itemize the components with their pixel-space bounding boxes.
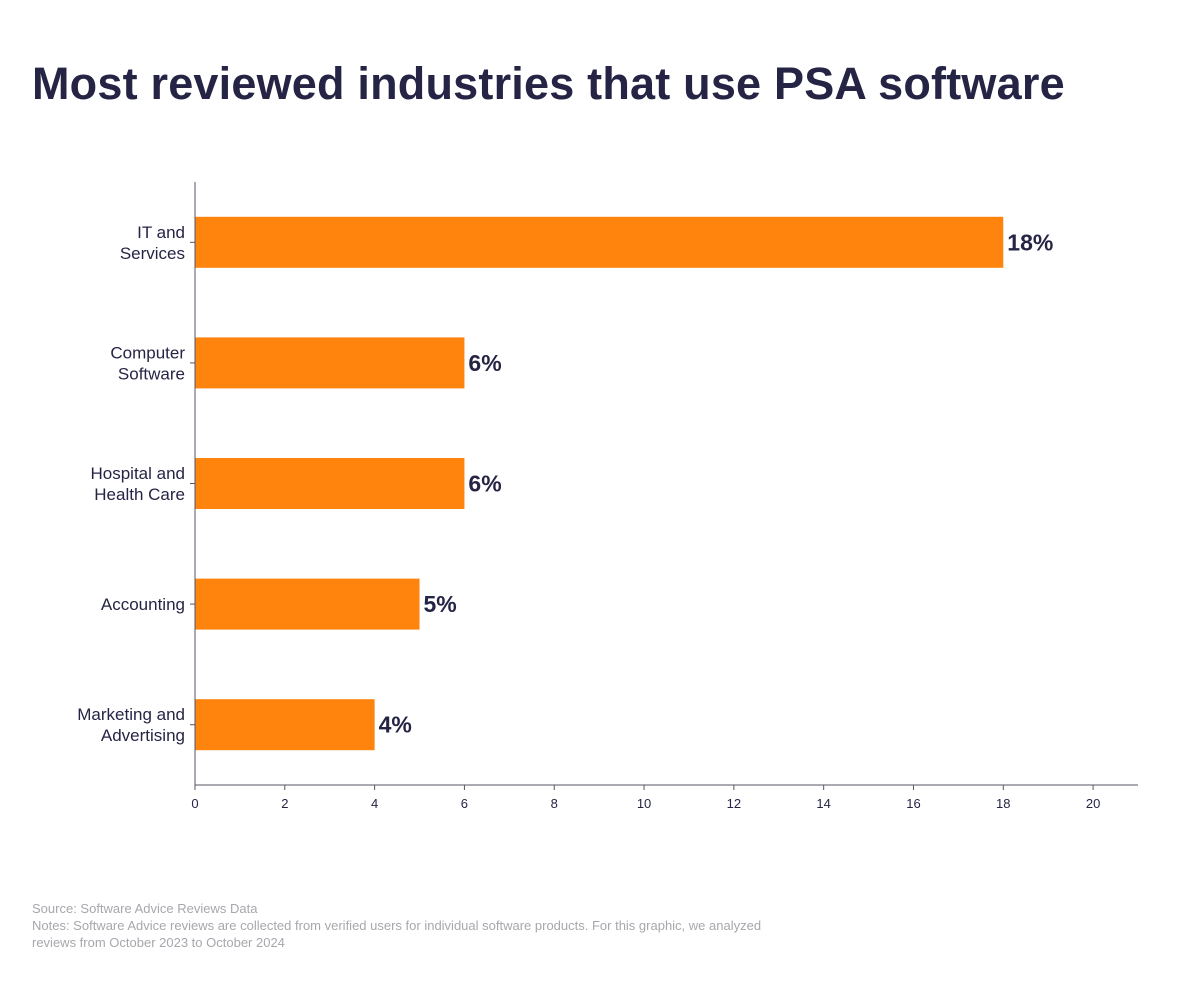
category-label: Accounting [101,595,185,614]
chart-footer: Source: Software Advice Reviews Data Not… [32,900,852,951]
source-note: Source: Software Advice Reviews Data [32,901,258,916]
labels-layer: 18% IT and Services 6% Computer Software 6% Hos… [77,223,1100,811]
x-tick-label: 18 [996,796,1010,811]
bar [195,699,375,751]
bar [195,458,465,509]
bar [195,216,1004,268]
notes-line-1: Notes: Software Advice reviews are colle… [32,918,762,933]
data-label: 5% [424,591,457,617]
category-label: Marketing and Advertising [77,705,185,745]
x-tick-label: 16 [906,796,920,811]
x-tick-label: 4 [371,796,378,811]
data-label: 4% [379,712,412,738]
bar [195,578,420,630]
x-tick-label: 12 [727,796,741,811]
data-label: 6% [468,350,501,376]
x-tick-label: 2 [281,796,288,811]
category-label: IT and Services [120,223,185,263]
x-tick-label: 10 [637,796,651,811]
data-label: 6% [468,471,501,497]
x-tick-label: 8 [551,796,558,811]
category-label: Computer Software [110,343,185,383]
x-tick-label: 20 [1086,796,1100,811]
x-tick-label: 6 [461,796,468,811]
axes-layer [190,182,1138,790]
data-label: 18% [1007,229,1053,255]
category-label: Hospital and Health Care [90,464,185,504]
bars-layer [195,216,1004,751]
x-tick-label: 0 [191,796,198,811]
x-tick-label: 14 [816,796,830,811]
bar [195,337,465,389]
chart-title: Most reviewed industries that use PSA so… [32,58,1065,109]
notes-line-2: reviews from October 2023 to October 202… [32,935,285,950]
